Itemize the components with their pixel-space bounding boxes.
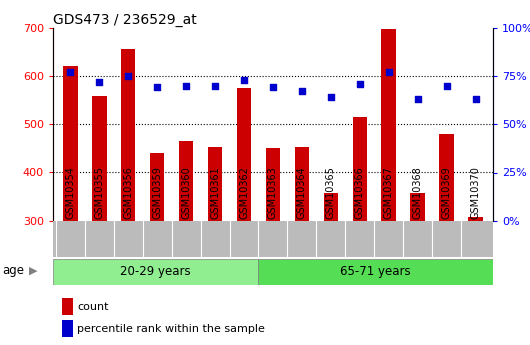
Point xyxy=(124,73,132,79)
Bar xyxy=(53,259,259,285)
Bar xyxy=(469,217,483,345)
Bar xyxy=(150,153,164,345)
Bar xyxy=(208,147,222,345)
Point xyxy=(471,96,480,102)
Bar xyxy=(352,117,367,345)
Text: ▶: ▶ xyxy=(29,266,38,276)
Bar xyxy=(259,259,493,285)
Point xyxy=(182,83,190,88)
Bar xyxy=(295,147,309,345)
Bar xyxy=(63,66,77,345)
Point xyxy=(153,85,162,90)
Point xyxy=(66,69,75,75)
Text: percentile rank within the sample: percentile rank within the sample xyxy=(77,324,265,334)
Point xyxy=(356,81,364,86)
Point xyxy=(269,85,277,90)
Bar xyxy=(439,134,454,345)
Point xyxy=(95,79,103,85)
Point xyxy=(384,69,393,75)
Bar xyxy=(121,49,136,345)
Bar xyxy=(324,193,338,345)
Text: count: count xyxy=(77,302,109,312)
Bar xyxy=(179,141,193,345)
Point xyxy=(240,77,248,82)
Text: age: age xyxy=(3,264,25,277)
Text: 20-29 years: 20-29 years xyxy=(120,265,191,278)
Point xyxy=(211,83,219,88)
Bar xyxy=(62,298,73,315)
Point xyxy=(443,83,451,88)
Point xyxy=(326,95,335,100)
Point xyxy=(298,89,306,94)
Bar xyxy=(410,193,425,345)
Bar xyxy=(62,320,73,337)
Bar xyxy=(382,29,396,345)
Bar xyxy=(266,148,280,345)
Bar xyxy=(92,96,107,345)
Text: GDS473 / 236529_at: GDS473 / 236529_at xyxy=(53,12,197,27)
Text: 65-71 years: 65-71 years xyxy=(340,265,411,278)
Bar xyxy=(237,88,251,345)
Point xyxy=(413,96,422,102)
